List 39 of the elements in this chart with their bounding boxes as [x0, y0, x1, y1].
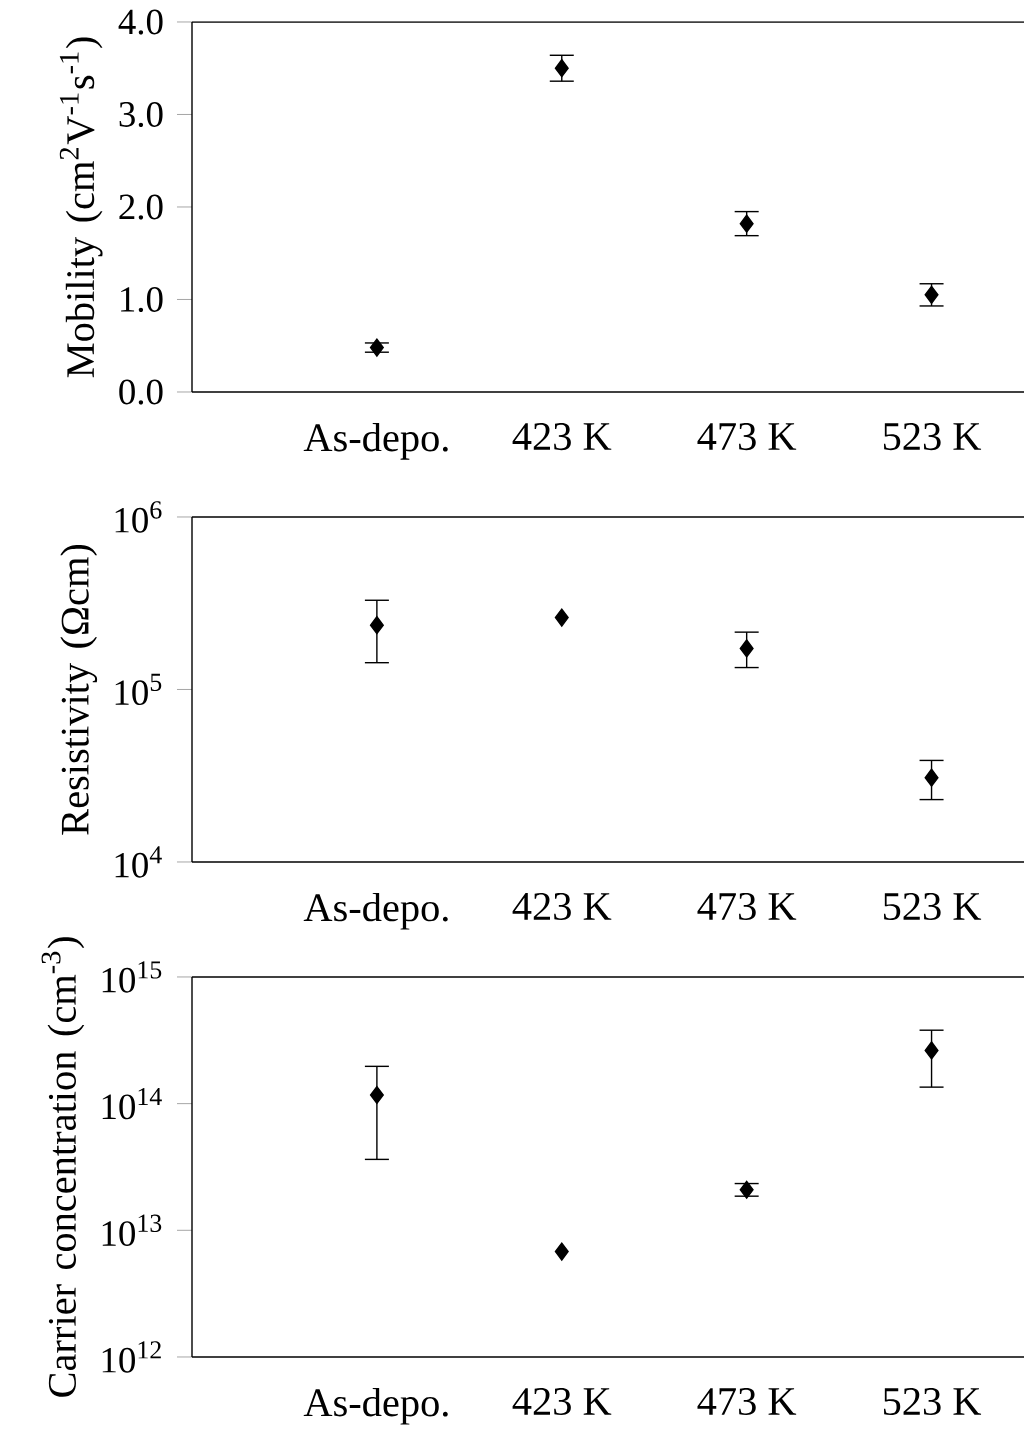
- x-tick-label: 523 K: [883, 892, 982, 921]
- y-axis-title: Resistivity (Ωcm): [60, 544, 98, 835]
- x-tick-label: 423 K: [512, 423, 612, 451]
- point: [554, 1242, 569, 1261]
- x-tick-label: 423 K: [512, 1387, 612, 1416]
- x-tick-label: 473 K: [697, 423, 797, 451]
- y-tick-label: 3.0: [119, 101, 163, 127]
- y-axis-title: Mobility (cm$^{2}$V$^{-1}$s$^{-1}$): [59, 37, 103, 378]
- y-tick-label: 10$^{12}$: [102, 1341, 161, 1373]
- point: [369, 616, 384, 635]
- y-tick-label: 10$^{4}$: [115, 846, 162, 878]
- y-tick-label: 10$^{6}$: [115, 501, 162, 533]
- x-tick-label: 523 K: [883, 423, 982, 451]
- point: [739, 1180, 754, 1199]
- y-axis-title: Carrier concentration (cm$^{-3}$): [41, 937, 85, 1397]
- y-tick-label: 10$^{15}$: [102, 961, 162, 993]
- point: [924, 1041, 939, 1060]
- x-tick-label: As-depo.: [303, 422, 448, 460]
- point: [924, 768, 939, 787]
- x-tick-label: As-depo.: [303, 892, 448, 930]
- x-tick-label: As-depo.: [303, 1387, 448, 1425]
- x-tick-label: 523 K: [883, 1387, 982, 1416]
- x-tick-label: 473 K: [697, 892, 797, 921]
- x-tick-label: 423 K: [512, 892, 612, 921]
- y-tick-label: 4.0: [118, 9, 163, 35]
- x-tick-label: 473 K: [697, 1387, 797, 1416]
- point: [369, 1085, 384, 1105]
- point: [739, 214, 754, 233]
- point: [739, 639, 754, 658]
- point: [369, 338, 384, 357]
- point: [924, 285, 939, 304]
- y-tick-label: 10$^{5}$: [115, 673, 162, 706]
- y-tick-label: 2.0: [119, 194, 163, 220]
- point: [554, 608, 569, 627]
- y-tick-label: 1.0: [121, 286, 163, 312]
- y-tick-label: 10$^{13}$: [102, 1214, 162, 1247]
- y-tick-label: 0.0: [119, 379, 163, 405]
- point: [554, 59, 569, 78]
- y-tick-label: 10$^{14}$: [102, 1087, 162, 1120]
